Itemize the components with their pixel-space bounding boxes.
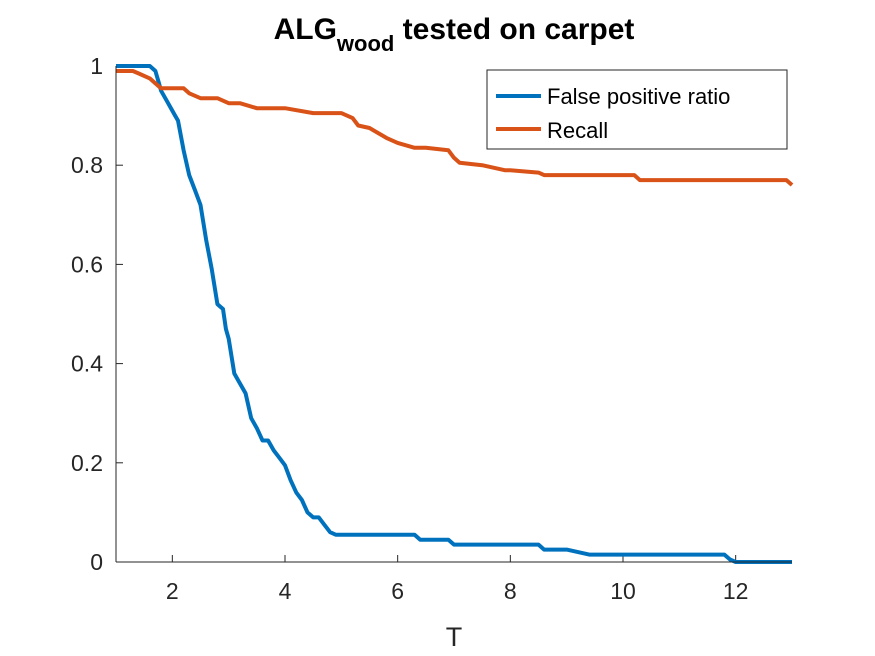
x-tick-label: 4	[279, 578, 292, 604]
legend: False positive ratio Recall	[486, 69, 788, 150]
x-tick-label: 8	[504, 578, 517, 604]
x-tick-label: 2	[166, 578, 179, 604]
series-lines	[116, 64, 794, 564]
chart-title-main: ALG	[274, 13, 337, 46]
y-tick-label: 0.4	[71, 351, 103, 377]
y-tick-label: 0	[90, 549, 103, 575]
legend-label-false-positive-ratio: False positive ratio	[547, 84, 730, 109]
y-tick-label: 0.6	[71, 251, 103, 277]
chart-title: ALGwood tested on carpet	[274, 13, 635, 56]
y-axis-ticks: 0 0.2 0.4 0.6 0.8 1	[71, 53, 123, 575]
x-tick-label: 10	[610, 578, 636, 604]
y-tick-label: 0.2	[71, 450, 103, 476]
chart-title-suffix: tested on carpet	[394, 13, 634, 46]
x-axis-ticks: 2 4 6 8 10 12	[166, 555, 749, 604]
chart-title-subscript: wood	[336, 31, 394, 56]
y-tick-label: 1	[90, 53, 103, 79]
series-line-recall	[116, 69, 794, 187]
y-tick-label: 0.8	[71, 152, 103, 178]
legend-label-recall: Recall	[547, 118, 608, 143]
x-tick-label: 12	[723, 578, 749, 604]
x-tick-label: 6	[391, 578, 404, 604]
legend-box	[486, 69, 788, 150]
x-axis-label: T	[446, 622, 463, 652]
series-line-false-positive-ratio	[116, 64, 792, 564]
